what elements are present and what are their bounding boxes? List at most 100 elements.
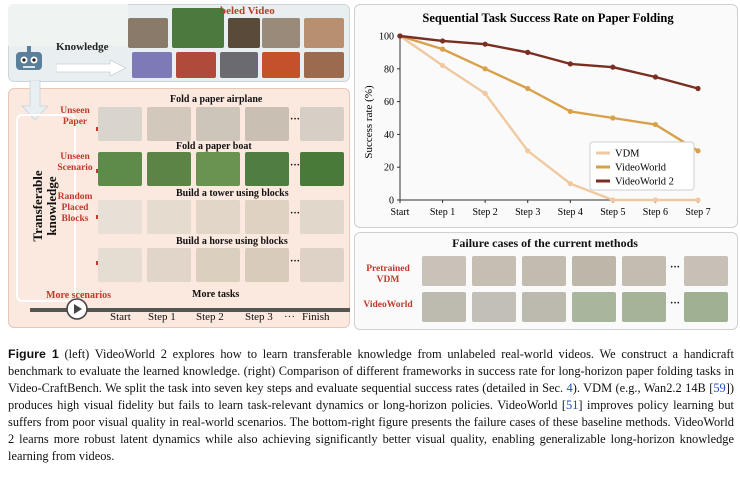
- caption-text: ). VDM (e.g., Wan2.2 14B [: [572, 381, 714, 395]
- data-point: [610, 64, 616, 70]
- data-point: [652, 74, 659, 80]
- caption-text: ] improves policy learning but suffers f…: [8, 398, 734, 463]
- row-label-line: Random: [57, 192, 93, 202]
- row-label-line: Unseen: [60, 106, 90, 116]
- legend-label: VideoWorld: [615, 163, 667, 174]
- ellipsis: ···: [670, 298, 681, 309]
- video-thumbnail: [262, 18, 300, 48]
- x-tick-label: Step 6: [643, 207, 668, 218]
- video-thumbnail: [176, 52, 216, 78]
- knowledge-label: Knowledge: [56, 41, 109, 53]
- videoworld-label: VideoWorld: [363, 300, 413, 310]
- row-label-unseen-paper: Unseen Paper: [54, 106, 96, 128]
- row-label-random-placed-blocks: Random Placed Blocks: [54, 192, 96, 225]
- data-point: [695, 85, 701, 92]
- data-point: [525, 85, 531, 92]
- failure-frame: [572, 292, 616, 322]
- data-point: [439, 62, 446, 69]
- section-reference-link[interactable]: 4: [566, 381, 573, 395]
- data-point: [482, 66, 488, 72]
- video-frame: [147, 200, 191, 234]
- data-point: [695, 197, 701, 203]
- video-frame: [98, 200, 142, 234]
- video-frame: [196, 107, 240, 141]
- data-point: [397, 33, 403, 39]
- video-frame: [196, 200, 240, 234]
- task-title: Build a horse using blocks: [176, 236, 288, 247]
- timeline-step-2: Step 2: [196, 311, 224, 323]
- failure-frame: [422, 256, 466, 286]
- arrow-right-icon: [56, 60, 126, 76]
- data-point: [525, 148, 531, 154]
- ellipsis: ···: [290, 160, 301, 171]
- more-tasks-label: More tasks: [192, 289, 240, 300]
- failure-frame: [684, 292, 728, 322]
- chart-y-axis-label: Success rate (%): [363, 85, 375, 159]
- task-title: Build a tower using blocks: [176, 188, 289, 199]
- caption-text: (left) VideoWorld 2 explores how to lear…: [8, 347, 734, 395]
- video-frame: [98, 248, 142, 282]
- task-title: Fold a paper boat: [176, 141, 252, 152]
- x-tick-label: Step 4: [558, 207, 583, 218]
- data-point: [695, 148, 701, 154]
- y-tick-label: 0: [389, 196, 394, 207]
- video-frame: [98, 152, 142, 186]
- video-thumbnail: [304, 18, 344, 48]
- y-tick-label: 20: [384, 163, 394, 174]
- ellipsis: ···: [290, 256, 301, 267]
- x-tick-label: Step 3: [515, 207, 540, 218]
- failure-frame: [684, 256, 728, 286]
- legend-box: [589, 141, 695, 191]
- video-frame: [98, 107, 142, 141]
- failure-frame: [422, 292, 466, 322]
- video-frame: [245, 200, 289, 234]
- data-point: [482, 41, 488, 47]
- data-point: [482, 90, 488, 96]
- video-frame: [196, 248, 240, 282]
- data-point: [439, 38, 446, 44]
- failure-frame: [622, 292, 666, 322]
- video-thumbnail: [304, 52, 344, 78]
- timeline-finish: Finish: [302, 311, 330, 323]
- video-frame: [196, 152, 240, 186]
- video-frame: [245, 152, 289, 186]
- data-point: [439, 46, 446, 52]
- timeline-ellipsis: ···: [284, 311, 295, 323]
- failure-frame: [522, 256, 566, 286]
- data-point: [610, 197, 616, 203]
- video-frame: [300, 107, 344, 141]
- legend-label: VideoWorld 2: [615, 177, 674, 188]
- row-label-line: Scenario: [57, 163, 93, 173]
- y-tick-label: 100: [379, 32, 394, 43]
- figure-caption: Figure 1 (left) VideoWorld 2 explores ho…: [8, 346, 734, 465]
- row-label-line: Placed: [61, 203, 89, 213]
- data-point: [610, 115, 616, 121]
- video-frame: [300, 152, 344, 186]
- overlay-cover: [8, 4, 128, 46]
- timeline-bar: [30, 308, 350, 312]
- more-scenarios-label: More scenarios: [46, 290, 112, 301]
- legend-label: VDM: [615, 149, 640, 160]
- side-label-frame: [16, 114, 76, 302]
- data-point: [567, 181, 573, 187]
- video-frame: [300, 200, 344, 234]
- video-frame: [300, 248, 344, 282]
- data-point: [567, 108, 573, 115]
- x-tick-label: Step 2: [473, 207, 498, 218]
- row-label-line: Paper: [62, 117, 88, 127]
- failure-cases-title: Failure cases of the current methods: [452, 236, 638, 250]
- ellipsis: ···: [670, 262, 681, 273]
- x-tick-label: Start: [391, 207, 410, 218]
- failure-frame: [622, 256, 666, 286]
- video-thumbnail: [262, 52, 300, 78]
- chart-title: Sequential Task Success Rate on Paper Fo…: [422, 11, 674, 25]
- data-point: [567, 61, 573, 67]
- citation-link[interactable]: 59: [713, 381, 726, 395]
- video-thumbnail: [172, 8, 224, 48]
- video-frame: [147, 107, 191, 141]
- video-thumbnail: [220, 52, 258, 78]
- citation-link[interactable]: 51: [566, 398, 579, 412]
- data-point: [652, 197, 659, 203]
- pretrained-vdm-label: Pretrained VDM: [358, 264, 418, 286]
- y-tick-label: 80: [384, 64, 394, 75]
